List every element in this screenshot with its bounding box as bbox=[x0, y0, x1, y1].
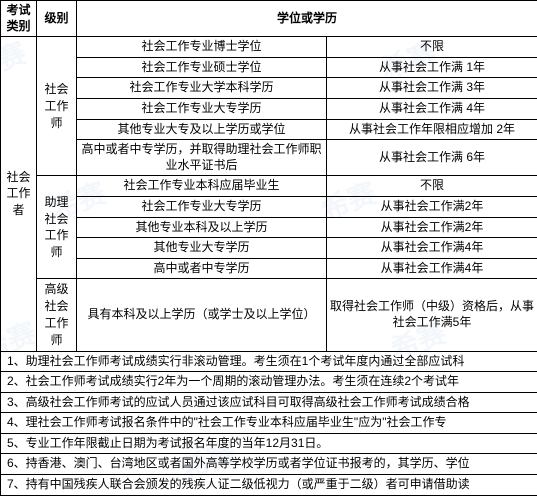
note-text: 7、持有中国残疾人联合会颁发的残疾人证二级低视力（或严重于二级）者可申请借助读 bbox=[1, 475, 537, 496]
edu-cell: 社会工作专业大专学历 bbox=[77, 98, 327, 119]
requirements-table: 考试类别 级别 学位或学历 社会工作者 社会工作师 社会工作专业博士学位 不限 … bbox=[0, 0, 537, 496]
table-row: 社会工作专业硕士学位 从事社会工作满 1年 bbox=[1, 57, 537, 78]
edu-cell: 其他专业大专学历 bbox=[77, 238, 327, 259]
table-row: 社会工作专业大专学历 从事社会工作满 4年 bbox=[1, 98, 537, 119]
table-row: 其他专业本科及以上学历 从事社会工作满2年 bbox=[1, 217, 537, 238]
note-text: 1、助理社会工作师考试成绩实行非滚动管理。考生须在1个考试年度内通过全部应试科 bbox=[1, 351, 537, 372]
req-cell: 从事社会工作满2年 bbox=[327, 196, 537, 217]
req-cell: 从事社会工作满 3年 bbox=[327, 78, 537, 99]
req-cell: 从事社会工作满4年 bbox=[327, 258, 537, 279]
note-row: 5、专业工作年限截止日期为考试报名年度的当年12月31日。 bbox=[1, 433, 537, 454]
table-row: 高级社会工作师 具有本科及以上学历（或学士及以上学位） 取得社会工作师（中级）资… bbox=[1, 279, 537, 351]
table-row: 社会工作专业大专学历 从事社会工作满2年 bbox=[1, 196, 537, 217]
note-text: 2、社会工作师考试成绩实行2年为一个周期的滚动管理办法。考生须在连续2个考试年 bbox=[1, 372, 537, 393]
edu-cell: 具有本科及以上学历（或学士及以上学位） bbox=[77, 279, 327, 351]
edu-cell: 社会工作专业本科应届毕业生 bbox=[77, 176, 327, 197]
note-text: 5、专业工作年限截止日期为考试报名年度的当年12月31日。 bbox=[1, 433, 537, 454]
table-row: 其他专业大专及以上学历或学位 从事社会工作年限相应增加 2年 bbox=[1, 119, 537, 140]
level-cell: 助理社会工作师 bbox=[37, 176, 77, 279]
edu-cell: 其他专业本科及以上学历 bbox=[77, 217, 327, 238]
table-row: 社会工作者 社会工作师 社会工作专业博士学位 不限 bbox=[1, 37, 537, 58]
header-level: 级别 bbox=[37, 1, 77, 37]
note-row: 6、持香港、澳门、台湾地区或者国外高等学校学历或者学位证书报考的，其学历、学位 bbox=[1, 454, 537, 475]
req-cell: 从事社会工作满 6年 bbox=[327, 140, 537, 176]
edu-cell: 高中或者中专学历，并取得助理社会工作师职业水平证书后 bbox=[77, 140, 327, 176]
req-cell: 不限 bbox=[327, 176, 537, 197]
level-cell: 高级社会工作师 bbox=[37, 279, 77, 351]
header-row: 考试类别 级别 学位或学历 bbox=[1, 1, 537, 37]
table-row: 其他专业大专学历 从事社会工作满4年 bbox=[1, 238, 537, 259]
note-text: 6、持香港、澳门、台湾地区或者国外高等学校学历或者学位证书报考的，其学历、学位 bbox=[1, 454, 537, 475]
note-row: 3、高级社会工作师考试的应试人员通过该应试科目可取得高级社会工作师考试成绩合格 bbox=[1, 392, 537, 413]
note-row: 1、助理社会工作师考试成绩实行非滚动管理。考生须在1个考试年度内通过全部应试科 bbox=[1, 351, 537, 372]
edu-cell: 社会工作专业硕士学位 bbox=[77, 57, 327, 78]
req-cell: 取得社会工作师（中级）资格后，从事社会工作满5年 bbox=[327, 279, 537, 351]
edu-cell: 高中或者中专学历 bbox=[77, 258, 327, 279]
req-cell: 不限 bbox=[327, 37, 537, 58]
category-cell: 社会工作者 bbox=[1, 37, 37, 351]
level-cell: 社会工作师 bbox=[37, 37, 77, 176]
header-edu: 学位或学历 bbox=[77, 1, 537, 37]
note-row: 7、持有中国残疾人联合会颁发的残疾人证二级低视力（或严重于二级）者可申请借助读 bbox=[1, 475, 537, 496]
table-row: 高中或者中专学历 从事社会工作满4年 bbox=[1, 258, 537, 279]
table-row: 高中或者中专学历，并取得助理社会工作师职业水平证书后 从事社会工作满 6年 bbox=[1, 140, 537, 176]
req-cell: 从事社会工作满 4年 bbox=[327, 98, 537, 119]
req-cell: 从事社会工作满4年 bbox=[327, 238, 537, 259]
header-category: 考试类别 bbox=[1, 1, 37, 37]
table-row: 社会工作专业大学本科学历 从事社会工作满 3年 bbox=[1, 78, 537, 99]
req-cell: 从事社会工作年限相应增加 2年 bbox=[327, 119, 537, 140]
edu-cell: 社会工作专业大专学历 bbox=[77, 196, 327, 217]
note-row: 2、社会工作师考试成绩实行2年为一个周期的滚动管理办法。考生须在连续2个考试年 bbox=[1, 372, 537, 393]
note-text: 3、高级社会工作师考试的应试人员通过该应试科目可取得高级社会工作师考试成绩合格 bbox=[1, 392, 537, 413]
req-cell: 从事社会工作满 1年 bbox=[327, 57, 537, 78]
note-text: 4、理社会工作师考试报名条件中的"社会工作专业本科应届毕业生"应为"社会工作专 bbox=[1, 413, 537, 434]
edu-cell: 社会工作专业博士学位 bbox=[77, 37, 327, 58]
table-row: 助理社会工作师 社会工作专业本科应届毕业生 不限 bbox=[1, 176, 537, 197]
note-row: 4、理社会工作师考试报名条件中的"社会工作专业本科应届毕业生"应为"社会工作专 bbox=[1, 413, 537, 434]
edu-cell: 社会工作专业大学本科学历 bbox=[77, 78, 327, 99]
edu-cell: 其他专业大专及以上学历或学位 bbox=[77, 119, 327, 140]
req-cell: 从事社会工作满2年 bbox=[327, 217, 537, 238]
